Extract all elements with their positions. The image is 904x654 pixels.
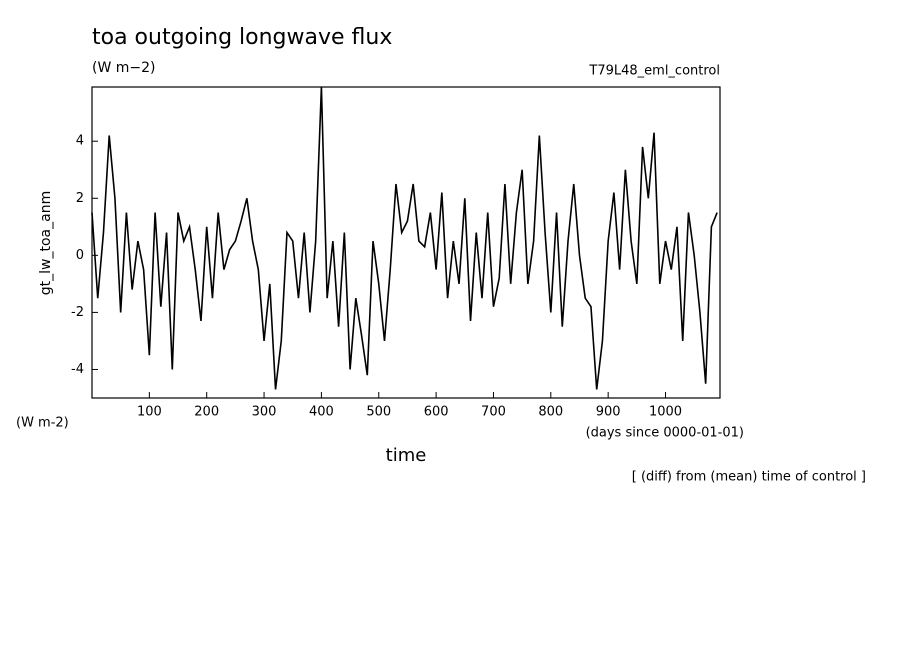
note: [ (diff) from (mean) time of control ] [632,470,866,485]
x-tick-label: 800 [538,405,563,420]
x-tick-label: 400 [309,405,334,420]
y-tick-label: -4 [71,362,84,377]
annotation: T79L48_eml_control [588,64,720,79]
y-units: (W m-2) [16,416,69,431]
x-tick-label: 1000 [649,405,682,420]
x-tick-label: 700 [481,405,506,420]
data-line [91,86,718,390]
plot-frame [91,86,721,399]
x-tick-label: 600 [424,405,449,420]
y-tick-label: 4 [76,134,84,149]
x-tick-label: 100 [137,405,162,420]
x-tick-label: 500 [366,405,391,420]
x-tick-label: 900 [596,405,621,420]
y-axis-label: gt_lw_toa_anm [38,191,54,295]
y-tick-label: 0 [76,248,84,263]
x-units: (days since 0000-01-01) [586,426,744,441]
chart-subtitle: (W m−2) [92,60,156,76]
chart-title: toa outgoing longwave flux [92,25,392,50]
x-axis-label: time [386,445,427,466]
x-tick-label: 300 [252,405,277,420]
y-tick-label: -2 [71,305,84,320]
x-tick-label: 200 [194,405,219,420]
y-tick-label: 2 [76,191,84,206]
